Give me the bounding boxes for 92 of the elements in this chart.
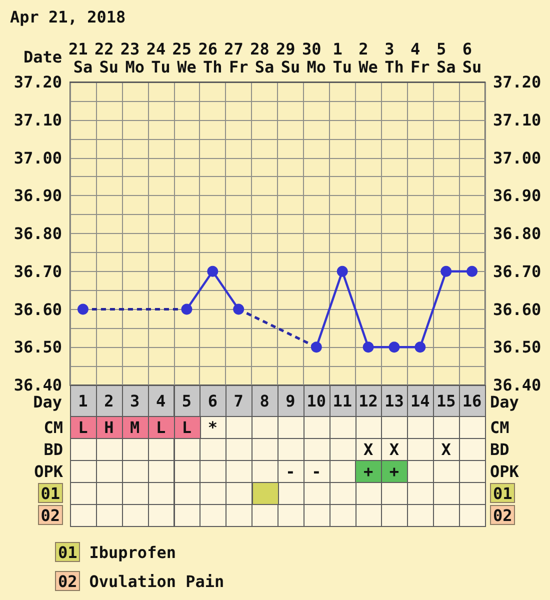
x-tick-label: 6 Su [462,40,482,76]
y2-tick-label: 37.10 [493,110,542,130]
legend-badge: 01 [55,542,80,562]
text: - [286,462,296,480]
point [388,342,400,353]
x2-tick-label: 2 [104,392,114,410]
text: X [441,440,451,458]
category-label: 01 [493,484,512,502]
legend-label: Ibuprofen [89,542,176,562]
x2-tick-label: 14 [410,392,430,410]
x2-tick-label: 5 [182,392,192,410]
category-label: BD [44,440,63,458]
x-tick-label: 28 Sa [250,40,274,76]
text: H [104,418,114,436]
x-tick-label: 27 Fr [224,40,248,76]
point [181,304,192,315]
y-tick-label: 37.00 [14,148,62,168]
y2-tick-label: 36.50 [493,338,542,357]
text: Day [33,392,62,412]
point [310,342,322,353]
y-tick-label: 36.70 [14,262,62,281]
y2-tick-label: 36.80 [493,224,542,243]
text: - [312,462,322,480]
x-tick-label: 23 Mo [120,40,144,76]
x-tick-label: 4 Fr [410,40,430,76]
y-tick-label: 36.90 [14,186,62,206]
legend-label: Ovulation Pain [89,572,224,590]
category-label: OPK [490,462,519,480]
y-tick-label: 37.20 [14,72,62,92]
category-label: 02 [40,506,60,524]
x-tick-label: 29 Su [276,40,300,76]
legend-badge: 02 [55,571,80,591]
text: X [363,440,374,458]
x2-tick-label: 6 [208,392,218,410]
x-tick-label: 30 Mo [302,40,331,76]
text: M [130,418,140,436]
point [414,342,426,353]
category-label: BD [490,440,510,458]
point [362,342,374,353]
x2-tick-label: 9 [286,392,296,410]
y-tick-label: 36.60 [14,300,62,319]
x-tick-label: 1 Tu [332,40,352,76]
text: * [208,418,218,436]
x2-tick-label: 3 [130,392,140,410]
x2-tick-label: 11 [332,392,352,410]
x-axis-title: Date [23,48,62,66]
x2-axis-title: Day [490,392,520,412]
text: + [363,462,374,480]
point [336,266,348,277]
x-tick-label: 2 We [358,40,378,76]
x-tick-label: 26 Th [198,40,222,76]
category-label: 02 [493,506,512,524]
x-tick-label: 21 Sa [68,40,93,76]
category-label: OPK [34,462,63,480]
text: L [182,418,192,436]
x-tick-label: 25 We [172,40,196,76]
text: X [389,440,400,458]
x2-tick-label: 12 [358,392,378,410]
point [77,304,88,315]
category-label: CM [490,418,510,436]
category-label: CM [44,418,63,436]
point [440,266,452,277]
category-label: 01 [40,484,60,502]
point [466,266,478,277]
text: + [389,462,400,480]
y-tick-label: 36.50 [14,338,62,357]
x2-tick-label: 10 [306,392,326,410]
y2-tick-label: 36.70 [493,262,542,281]
x2-tick-label: 4 [156,392,166,410]
text: L [156,418,166,436]
x2-tick-label: 13 [384,392,404,410]
x2-tick-label: 1 [78,392,88,410]
y2-tick-label: 36.40 [493,376,542,394]
y2-tick-label: 37.20 [493,72,542,92]
x-tick-label: 22 Su [94,40,119,76]
x2-tick-label: 7 [234,392,244,410]
y-tick-label: 36.80 [14,224,62,243]
x2-tick-label: 16 [462,392,482,410]
y-tick-label: 37.10 [14,110,62,130]
text: L [78,418,88,436]
y-tick-label: 36.40 [14,376,62,394]
point [233,304,244,315]
point [207,266,218,277]
x-tick-label: 24 Tu [146,40,170,76]
x-tick-label: 3 Th [384,40,404,76]
x2-tick-label: 8 [260,392,270,410]
y2-tick-label: 36.90 [493,186,542,206]
chart-title: Apr 21, 2018 [10,8,126,26]
y2-tick-label: 37.00 [493,148,542,168]
x2-tick-label: 15 [436,392,456,410]
y2-tick-label: 36.60 [493,300,542,319]
x-tick-label: 5 Sa [436,40,456,76]
